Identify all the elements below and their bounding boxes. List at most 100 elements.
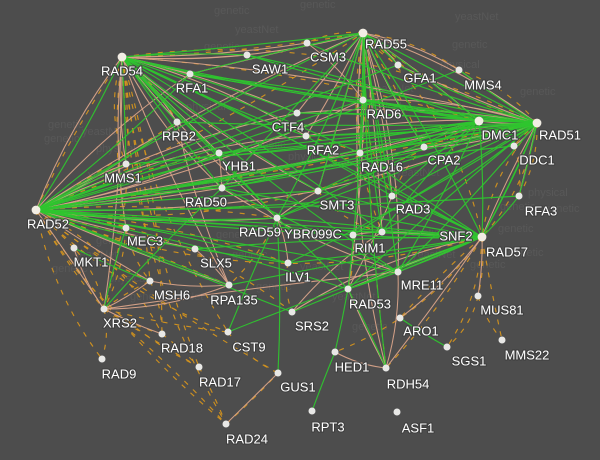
- graph-node-mms4[interactable]: [455, 66, 463, 74]
- graph-node-rim1[interactable]: [378, 228, 386, 236]
- graph-node-rad55[interactable]: [358, 28, 368, 38]
- graph-node-ilv1[interactable]: [284, 259, 292, 267]
- graph-node-snf2[interactable]: [477, 232, 487, 242]
- graph-node-saw1[interactable]: [243, 51, 251, 59]
- graph-node-smt3[interactable]: [314, 187, 322, 195]
- graph-node-rad53[interactable]: [344, 285, 352, 293]
- graph-edge: [73, 247, 105, 310]
- graph-node-label: RPA135: [210, 292, 257, 307]
- graph-node-asf1[interactable]: [393, 408, 401, 416]
- graph-node-gus1[interactable]: [274, 369, 282, 377]
- graph-edge: [149, 280, 163, 335]
- graph-node-srs2[interactable]: [288, 308, 296, 316]
- graph-node-cpa2[interactable]: [420, 143, 428, 151]
- graph-node-ctf4[interactable]: [293, 109, 301, 117]
- graph-edge: [194, 248, 230, 286]
- graph-edge: [121, 56, 223, 189]
- graph-edge: [121, 32, 364, 58]
- graph-node-label: RAD16: [361, 159, 403, 174]
- graph-edge: [362, 32, 483, 238]
- background-watermark: genetic: [470, 259, 506, 271]
- graph-node-ybr099c[interactable]: [349, 231, 357, 239]
- graph-node-cst9[interactable]: [224, 328, 232, 336]
- graph-node-rad54[interactable]: [117, 52, 127, 62]
- graph-node-rad9[interactable]: [98, 355, 106, 363]
- graph-node-rad3[interactable]: [388, 192, 396, 200]
- graph-edge: [121, 56, 220, 154]
- graph-node-csm3[interactable]: [303, 39, 311, 47]
- graph-edge: [35, 32, 364, 211]
- graph-node-mus81[interactable]: [474, 292, 482, 300]
- graph-edge: [513, 145, 521, 197]
- graph-edge: [227, 217, 278, 333]
- graph-node-rad17[interactable]: [195, 363, 203, 371]
- graph-edge: [306, 42, 364, 101]
- graph-edge: [35, 209, 279, 374]
- genetic-edge-layer: [35, 32, 538, 412]
- graph-edge: [35, 209, 354, 236]
- graph-edge: [399, 317, 448, 348]
- graph-edge: [356, 32, 387, 369]
- graph-node-hed1[interactable]: [331, 348, 339, 356]
- graph-node-mms1[interactable]: [122, 160, 130, 168]
- graph-edge: [103, 308, 163, 335]
- graph-node-rad24[interactable]: [222, 420, 230, 428]
- graph-edge: [291, 236, 483, 313]
- graph-edge: [347, 122, 538, 290]
- graph-edge: [334, 288, 349, 353]
- graph-node-rad59[interactable]: [273, 214, 281, 222]
- graph-node-rpb2[interactable]: [173, 118, 181, 126]
- graph-node-rad51[interactable]: [532, 118, 542, 128]
- graph-node-rad18[interactable]: [158, 330, 166, 338]
- graph-node-xrs2[interactable]: [100, 305, 108, 313]
- graph-node-mms22[interactable]: [498, 336, 506, 344]
- background-watermark: genetic: [498, 223, 534, 235]
- graph-node-rfa1[interactable]: [186, 70, 194, 78]
- graph-node-rad16[interactable]: [356, 149, 364, 157]
- graph-edge: [477, 295, 503, 341]
- graph-node-mre11[interactable]: [394, 268, 402, 276]
- graph-node-sgs1[interactable]: [443, 343, 451, 351]
- graph-edge: [385, 236, 483, 369]
- graph-node-label: RFA1: [176, 80, 209, 95]
- graph-node-label: ASF1: [402, 420, 435, 435]
- graph-edge: [276, 217, 483, 238]
- graph-node-rad6[interactable]: [359, 96, 367, 104]
- graph-edge: [362, 32, 460, 71]
- graph-node-ddc1[interactable]: [510, 142, 518, 150]
- graph-node-mec3[interactable]: [122, 224, 130, 232]
- graph-node-rfa3[interactable]: [515, 192, 523, 200]
- graph-node-dmc1[interactable]: [474, 116, 484, 126]
- graph-node-mkt1[interactable]: [70, 244, 78, 252]
- graph-node-label: YBR099C: [284, 226, 342, 241]
- graph-edge: [103, 284, 230, 310]
- graph-edge: [291, 231, 383, 313]
- graph-node-label: ILV1: [285, 269, 311, 284]
- graph-node-rpa135[interactable]: [225, 281, 233, 289]
- graph-node-label: SGS1: [452, 353, 487, 368]
- graph-node-rad52[interactable]: [31, 205, 41, 215]
- graph-edge: [391, 195, 483, 238]
- graph-node-yhb1[interactable]: [215, 149, 223, 157]
- graph-edge: [276, 217, 281, 374]
- graph-node-msh6[interactable]: [146, 277, 154, 285]
- graph-edge: [225, 372, 279, 425]
- node-layer[interactable]: [31, 28, 542, 428]
- graph-node-rad50[interactable]: [218, 184, 226, 192]
- background-watermark: genetic: [500, 201, 536, 213]
- graph-node-slx5[interactable]: [191, 245, 199, 253]
- graph-edge: [73, 247, 151, 282]
- graph-node-label: MSH6: [154, 287, 190, 302]
- node-label-layer: RAD54 RFA1 SAW1 CSM3 RAD55 GFA1 MMS4 RPB2 CTF4 RA…: [26, 35, 582, 447]
- graph-node-gfa1[interactable]: [394, 61, 402, 69]
- graph-node-aro1[interactable]: [396, 314, 404, 322]
- graph-node-rpt3[interactable]: [308, 407, 316, 415]
- graph-node-rfa2[interactable]: [302, 132, 310, 140]
- graph-edge: [397, 64, 538, 124]
- graph-edge: [103, 308, 229, 333]
- graph-edge: [103, 227, 127, 310]
- graph-node-rdh54[interactable]: [382, 364, 390, 372]
- graph-edge: [225, 372, 279, 425]
